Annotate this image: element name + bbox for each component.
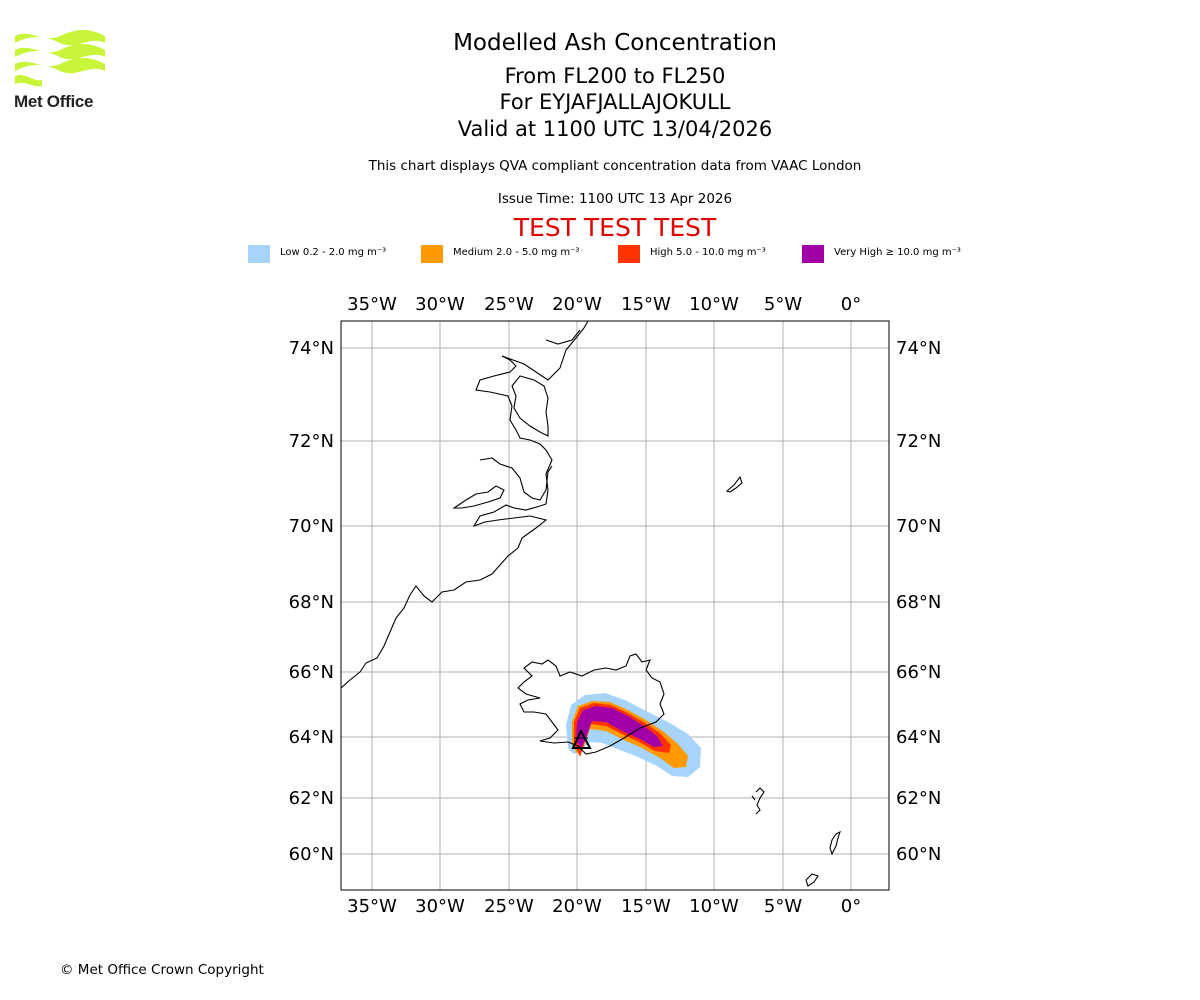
legend-swatch-low	[248, 245, 270, 263]
lat-label-left-3: 70°N	[289, 516, 334, 537]
lon-label-top-3: 25°W	[484, 294, 534, 315]
lon-label-top-6: 10°W	[689, 294, 739, 315]
faroe-islands-coast	[751, 787, 765, 815]
greenland-fjord-2	[479, 457, 553, 501]
lon-label-bottom-5: 15°W	[621, 896, 671, 917]
lat-label-left-8: 60°N	[289, 844, 334, 865]
lat-label-left-6: 64°N	[289, 727, 334, 748]
test-banner: TEST TEST TEST	[513, 213, 717, 242]
lat-label-left-5: 66°N	[289, 662, 334, 683]
lon-label-bottom-3: 25°W	[484, 896, 534, 917]
volcano-triangle-icon	[571, 728, 592, 749]
greenland-fjord-1	[511, 375, 549, 437]
legend-swatch-very-high	[802, 245, 824, 263]
greenland-fjord-4	[545, 329, 581, 345]
met-office-logo: Met Office	[14, 30, 106, 111]
iceland-coast	[517, 653, 665, 755]
lat-label-right-5: 66°N	[896, 662, 941, 683]
orkney-coast	[805, 873, 819, 887]
greenland-fjord-3	[452, 485, 505, 509]
ash-very-high-area	[576, 706, 663, 748]
lat-label-right-2: 72°N	[896, 431, 941, 452]
lon-label-top-1: 35°W	[347, 294, 397, 315]
lat-label-left-1: 74°N	[289, 338, 334, 359]
lon-label-top-8: 0°	[841, 294, 861, 315]
chart-title: Modelled Ash Concentration	[453, 30, 777, 56]
copyright-notice: © Met Office Crown Copyright	[60, 962, 264, 978]
lat-label-right-7: 62°N	[896, 788, 941, 809]
lon-label-bottom-7: 5°W	[764, 896, 802, 917]
lat-label-right-4: 68°N	[896, 592, 941, 613]
legend-label-medium: Medium 2.0 - 5.0 mg m⁻³	[453, 247, 580, 258]
lon-label-top-4: 20°W	[552, 294, 602, 315]
jan-mayen-coast	[725, 475, 743, 493]
axis-labels: 35°W 30°W 25°W 20°W 15°W 10°W 5°W 0° 35°…	[289, 294, 942, 917]
lon-label-bottom-6: 10°W	[689, 896, 739, 917]
legend-label-low: Low 0.2 - 2.0 mg m⁻³	[280, 247, 387, 258]
met-office-waves-icon	[15, 30, 105, 87]
lat-label-right-1: 74°N	[896, 338, 941, 359]
lat-label-left-7: 62°N	[289, 788, 334, 809]
map-frame	[340, 320, 890, 891]
lon-label-bottom-4: 20°W	[552, 896, 602, 917]
legend-swatch-high	[618, 245, 640, 263]
lat-label-right-8: 60°N	[896, 844, 941, 865]
lat-label-right-6: 64°N	[896, 727, 941, 748]
graticule	[341, 321, 889, 890]
lon-label-top-5: 15°W	[621, 294, 671, 315]
chart-description: This chart displays QVA compliant concen…	[368, 158, 862, 174]
lat-label-right-3: 70°N	[896, 516, 941, 537]
lon-label-top-2: 30°W	[415, 294, 465, 315]
volcano-name: For EYJAFJALLAJOKULL	[499, 90, 731, 114]
lon-label-bottom-8: 0°	[841, 896, 861, 917]
logo-wordmark: Met Office	[14, 92, 94, 111]
issue-time: Issue Time: 1100 UTC 13 Apr 2026	[497, 191, 733, 207]
lat-label-left-4: 68°N	[289, 592, 334, 613]
lon-label-bottom-1: 35°W	[347, 896, 397, 917]
valid-time: Valid at 1100 UTC 13/04/2026	[457, 117, 773, 141]
legend-swatch-medium	[421, 245, 443, 263]
lon-label-bottom-2: 30°W	[415, 896, 465, 917]
map-frame-background	[341, 321, 889, 890]
lat-label-left-2: 72°N	[289, 431, 334, 452]
legend-label-very-high: Very High ≥ 10.0 mg m⁻³	[834, 247, 961, 258]
shetland-coast	[829, 830, 841, 856]
coastlines	[341, 321, 841, 887]
lon-label-top-7: 5°W	[764, 294, 802, 315]
flight-level-range: From FL200 to FL250	[504, 64, 726, 88]
legend-label-high: High 5.0 - 10.0 mg m⁻³	[650, 247, 766, 258]
greenland-coast	[341, 321, 589, 689]
